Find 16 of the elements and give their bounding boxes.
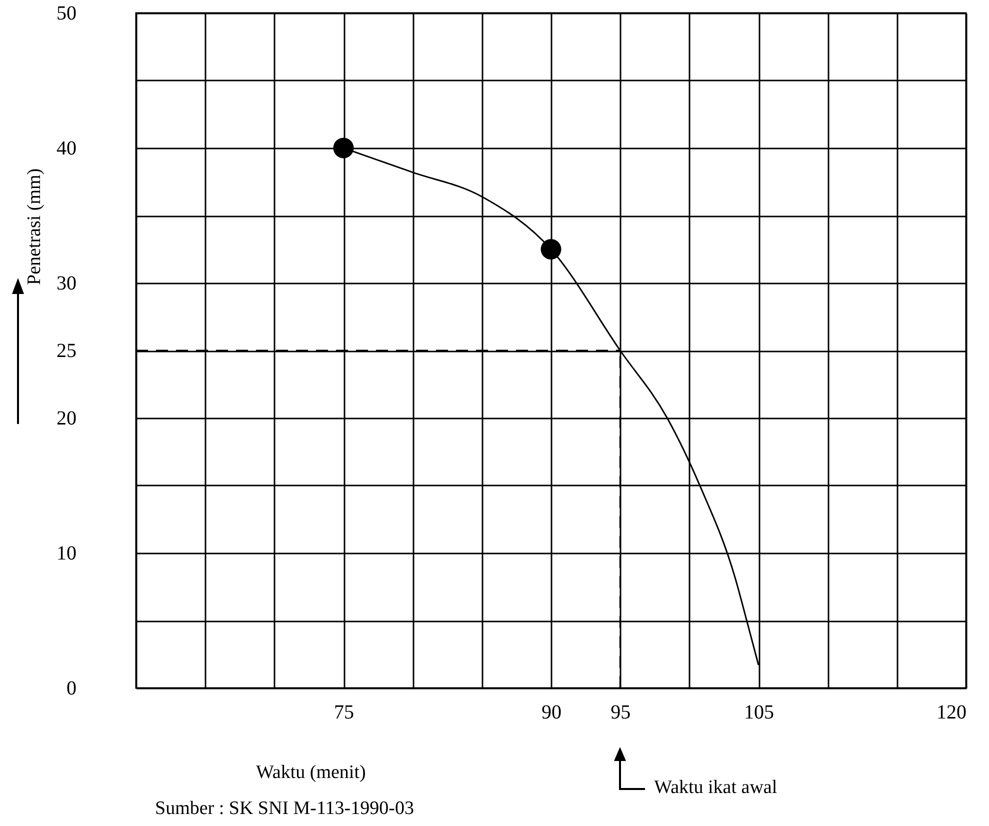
y-tick-label: 25 [56, 340, 76, 362]
x-tick-label: 120 [936, 702, 966, 724]
y-tick-label: 0 [66, 678, 76, 700]
y-tick-label: 30 [56, 272, 76, 294]
y-axis-title: Penetrasi (mm) [24, 168, 46, 285]
x-tick-label: 105 [744, 702, 774, 724]
x-tick-label: 75 [334, 702, 354, 724]
y-tick-label: 40 [56, 138, 76, 160]
x-tick-label: 95 [610, 702, 631, 724]
y-tick-label: 10 [56, 542, 76, 564]
y-tick-label: 20 [56, 408, 76, 430]
y-tick-label: 50 [56, 2, 76, 24]
x-axis-title: Waktu (menit) [256, 762, 366, 784]
text: Sumber : SK SNI M-113-1990-03 [155, 798, 414, 820]
x-tick-label: 90 [542, 702, 562, 724]
text: Waktu ikat awal [654, 777, 778, 799]
